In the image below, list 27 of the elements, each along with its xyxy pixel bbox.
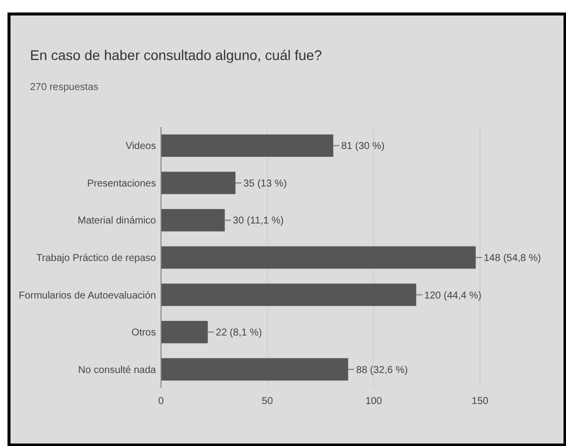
bar [161,358,348,381]
data-label: 35 (13 %) [243,178,287,190]
x-tick-label: 150 [472,396,489,407]
x-tick-label: 0 [158,396,164,407]
text: 270 respuestas [30,82,98,93]
y-tick-label: Material dinámico [78,216,156,227]
data-label: 22 (8,1 %) [216,328,262,339]
y-tick-label: Videos [126,141,156,152]
bar [161,320,208,344]
y-tick-label: Formularios de Autoevaluación [18,290,156,302]
data-label: 30 (11,1 %) [232,216,284,227]
data-label: 120 (44,4 %) [424,290,482,302]
bar [161,172,236,194]
bar [161,284,416,306]
data-label: 148 (54,8 %) [484,253,542,264]
bar [161,246,476,269]
y-tick-label: Presentaciones [87,178,156,190]
y-tick-label: Trabajo Práctico de repaso [36,253,156,264]
data-label: 81 (30 %) [341,141,385,152]
data-label: 88 (32,6 %) [356,364,408,376]
chart-title: En caso de haber consultado alguno, cuál fue? [30,47,322,63]
x-tick-label: 50 [262,396,274,407]
x-tick-label: 100 [365,396,382,407]
y-tick-label: No consulté nada [78,364,156,376]
bar [161,134,334,157]
bar [161,209,225,232]
y-tick-label: Otros [132,328,156,339]
